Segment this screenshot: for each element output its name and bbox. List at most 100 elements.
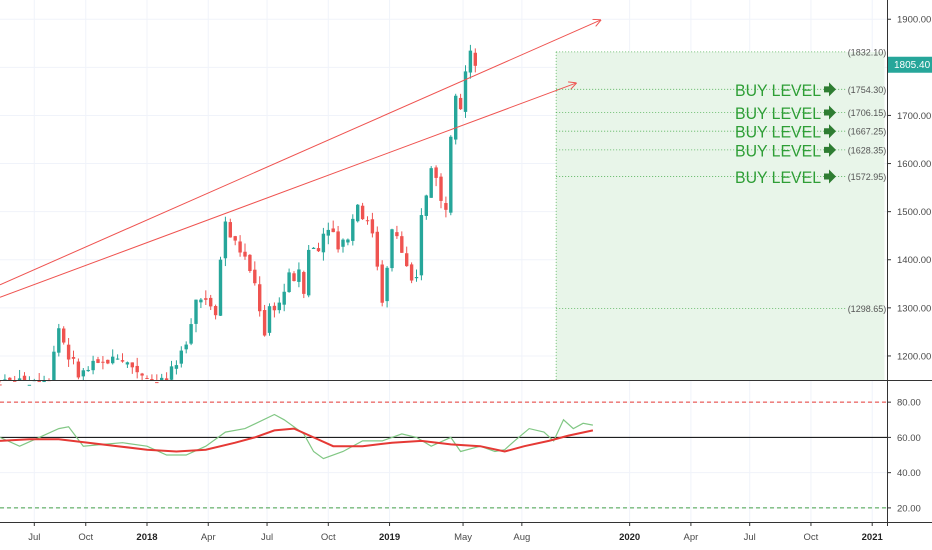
candle-body (22, 375, 27, 380)
level-label: (1667.25) (848, 127, 887, 137)
candle-body (454, 95, 458, 140)
x-tick-label: May (454, 532, 472, 543)
candle-body (439, 176, 443, 201)
candle-body (370, 219, 375, 234)
buy-level-text: BUY LEVEL (735, 104, 821, 123)
candle-body (194, 299, 198, 324)
price-badge (888, 56, 932, 73)
candle-body (351, 218, 355, 241)
y-tick-label: 1900.00 (897, 15, 931, 26)
candle-body (238, 241, 242, 253)
candle-body (360, 205, 365, 220)
x-tick-label: Jul (744, 532, 756, 543)
candle-body (468, 50, 473, 73)
candle-body (258, 284, 262, 312)
candle-body (400, 236, 404, 253)
candle-body (282, 291, 286, 305)
candle-body (130, 362, 134, 368)
candle-body (160, 377, 164, 380)
buy-level-text: BUY LEVEL (735, 123, 821, 142)
x-tick-label: Apr (684, 532, 699, 543)
candle-body (356, 204, 360, 222)
buy-level-text: BUY LEVEL (735, 81, 821, 100)
buy-arrow-icon (824, 82, 836, 97)
candle-body (155, 382, 159, 384)
candle-body (52, 351, 56, 380)
candle-body (86, 369, 90, 372)
candle-body (179, 350, 183, 364)
candle-body (228, 222, 232, 238)
buy-arrow-icon (824, 142, 836, 157)
candle-body (272, 305, 277, 311)
level-label: (1754.30) (848, 85, 887, 95)
trendline (0, 20, 600, 286)
candle-body (449, 136, 453, 213)
trendlines (0, 20, 600, 298)
candle-body (106, 359, 110, 364)
candle-body (253, 269, 257, 284)
x-tick-label: Oct (78, 532, 93, 543)
candle-body (429, 168, 433, 198)
candle-body (140, 373, 144, 376)
x-tick-label: Apr (201, 532, 216, 543)
y-tick-label: 1500.00 (897, 207, 931, 218)
buy-zone-fill (556, 51, 885, 380)
candle-body (419, 215, 424, 276)
price-badge-label: 1805.40 (894, 60, 931, 71)
x-tick-label: 2021 (862, 532, 884, 543)
candle-body (13, 380, 17, 382)
candle-body (57, 328, 61, 353)
x-tick-label: Oct (321, 532, 336, 543)
level-label: (1706.15) (848, 108, 887, 118)
candle-body (189, 324, 193, 344)
candle-body (444, 203, 448, 210)
candle-body (409, 264, 414, 281)
candle-body (287, 272, 291, 293)
candle-body (199, 299, 203, 303)
candle-body (473, 52, 477, 66)
candle-body (302, 272, 306, 294)
candle-body (233, 236, 237, 241)
level-label: (1832.10) (848, 47, 887, 57)
candle-body (248, 254, 252, 271)
buy-level-text: BUY LEVEL (735, 141, 821, 160)
y-tick-label: 80.00 (897, 398, 921, 409)
candle-body (395, 232, 399, 237)
candle-body (331, 228, 335, 233)
candle-body (463, 71, 468, 112)
candle-body (164, 378, 169, 380)
candle-body (405, 253, 409, 267)
x-tick-label: Jul (261, 532, 273, 543)
candle-body (125, 362, 130, 365)
candle-body (111, 356, 115, 364)
level-label: (1628.35) (848, 145, 887, 155)
candle-body (341, 239, 345, 247)
candle-body (336, 231, 340, 250)
x-tick-label: Aug (513, 532, 530, 543)
candle-body (8, 377, 12, 380)
candle-body (62, 328, 66, 343)
buy-arrow-icon (824, 169, 836, 184)
y-tick-label: 60.00 (897, 433, 921, 444)
candle-body (218, 259, 223, 316)
x-tick-label: Jul (28, 532, 40, 543)
candle-body (213, 306, 218, 316)
candle-body (380, 264, 384, 303)
y-tick-label: 20.00 (897, 503, 921, 514)
candle-body (316, 248, 321, 252)
buy-arrow-icon (824, 105, 836, 120)
x-tick-label: 2020 (619, 532, 640, 543)
candle-body (321, 233, 326, 253)
candle-body (385, 267, 389, 302)
candle-body (174, 365, 179, 369)
candle-body (66, 344, 71, 360)
candlestick-series (0, 44, 477, 386)
y-tick-label: 1700.00 (897, 111, 931, 122)
candle-body (292, 273, 296, 282)
candle-body (81, 370, 85, 377)
candle-body (120, 360, 125, 362)
candle-body (424, 195, 428, 216)
buy-arrow-icon (824, 124, 836, 139)
